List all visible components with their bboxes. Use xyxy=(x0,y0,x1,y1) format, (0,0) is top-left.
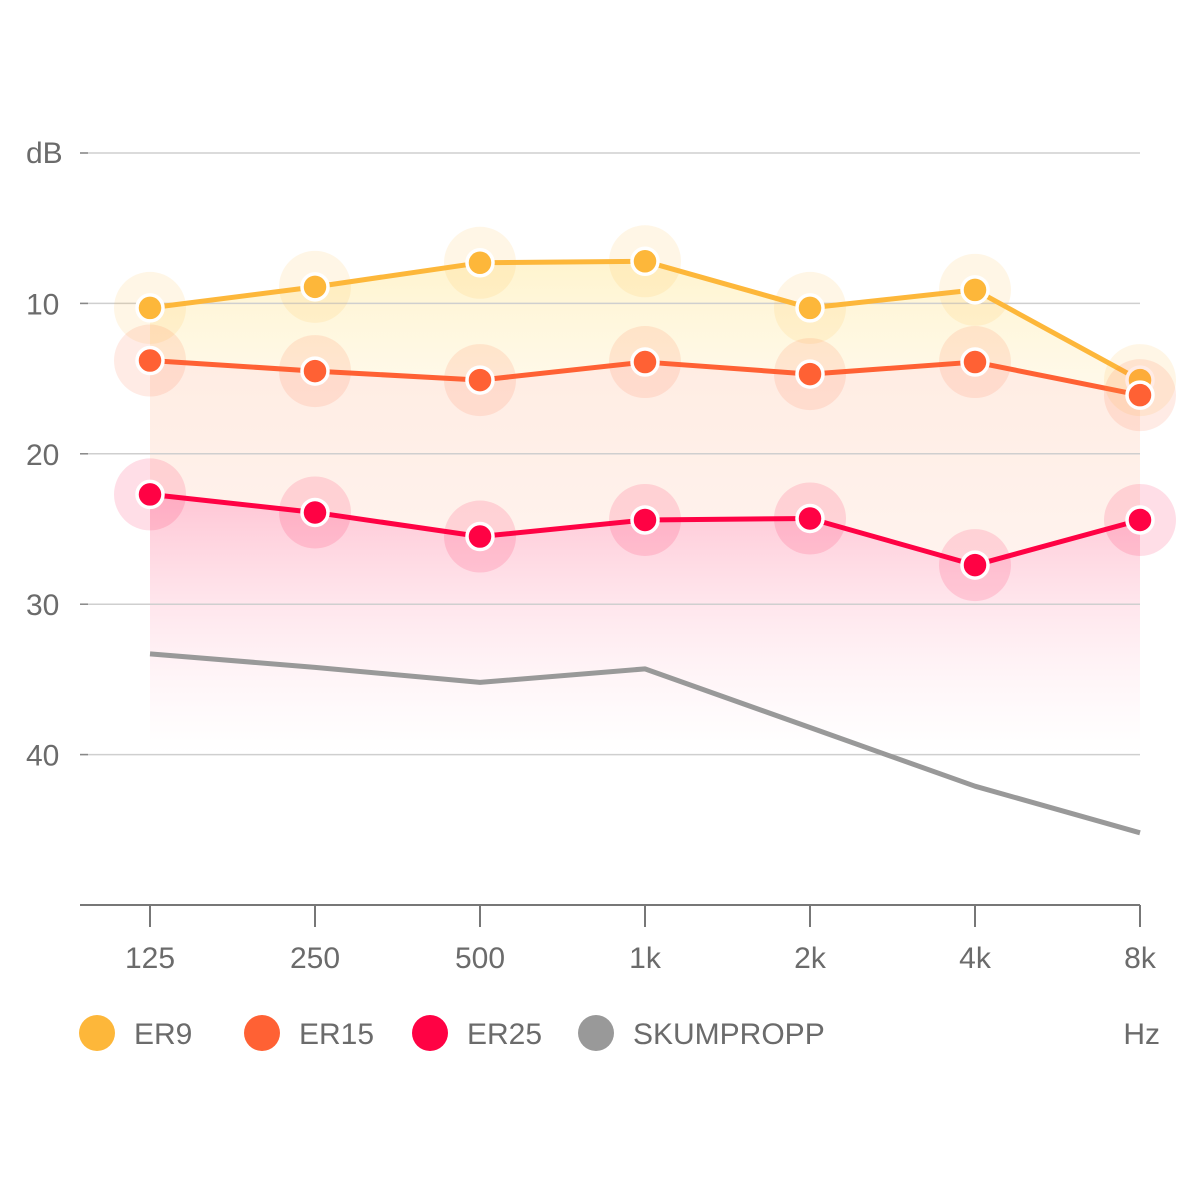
area-er9 xyxy=(150,261,1140,396)
point-er9 xyxy=(960,275,990,305)
point-er15 xyxy=(465,365,495,395)
x-tick-label: 125 xyxy=(125,942,175,975)
y-axis-label: dB xyxy=(26,137,63,170)
point-er25 xyxy=(465,521,495,552)
x-axis-label: Hz xyxy=(1123,1018,1160,1051)
legend-label: ER15 xyxy=(299,1018,374,1051)
legend-marker-er15 xyxy=(244,1015,280,1051)
point-er25 xyxy=(1125,505,1155,535)
point-er15 xyxy=(1125,380,1155,410)
line-skumpropp xyxy=(149,651,1141,836)
x-tick-label: 250 xyxy=(290,942,340,975)
legend-marker-skumpropp xyxy=(578,1015,614,1051)
point-er9 xyxy=(795,293,825,323)
y-tick-label: 10 xyxy=(26,288,59,321)
legend-label: ER9 xyxy=(134,1018,192,1051)
point-er15 xyxy=(300,356,330,386)
point-er25 xyxy=(960,550,990,580)
point-er9 xyxy=(630,246,660,277)
y-tick-label: 20 xyxy=(26,439,59,472)
point-er25 xyxy=(300,497,330,528)
point-er15 xyxy=(135,345,165,376)
point-er15 xyxy=(960,347,990,377)
legend-label: SKUMPROPP xyxy=(633,1018,825,1051)
legend-label: ER25 xyxy=(467,1018,542,1051)
area-fills xyxy=(150,261,1140,755)
x-tick-label: 500 xyxy=(455,942,505,975)
point-er25 xyxy=(630,505,660,535)
point-er9 xyxy=(135,293,165,323)
x-tick-label: 2k xyxy=(794,942,827,975)
point-er15 xyxy=(795,359,825,389)
axes: dB 10 20 30 40 125 250 500 1k 2k 4k 8k xyxy=(26,137,1157,975)
x-tick-label: 4k xyxy=(959,942,992,975)
area-er25 xyxy=(150,494,1140,755)
point-er9 xyxy=(300,272,330,302)
legend-marker-er9 xyxy=(79,1015,115,1051)
point-er25 xyxy=(135,479,165,510)
point-er15 xyxy=(630,347,660,377)
y-tick-label: 30 xyxy=(26,589,59,622)
point-er9 xyxy=(465,248,495,278)
x-tick-label: 8k xyxy=(1124,942,1157,975)
series-markers xyxy=(114,225,1176,602)
point-er25 xyxy=(795,503,825,534)
x-tick-label: 1k xyxy=(629,942,662,975)
grid-lines xyxy=(80,152,1140,756)
y-tick-label: 40 xyxy=(26,740,59,773)
legend-marker-er25 xyxy=(412,1015,448,1051)
legend: ER9 ER15 ER25 SKUMPROPP Hz xyxy=(79,1015,1160,1051)
area-er15 xyxy=(150,360,1140,566)
